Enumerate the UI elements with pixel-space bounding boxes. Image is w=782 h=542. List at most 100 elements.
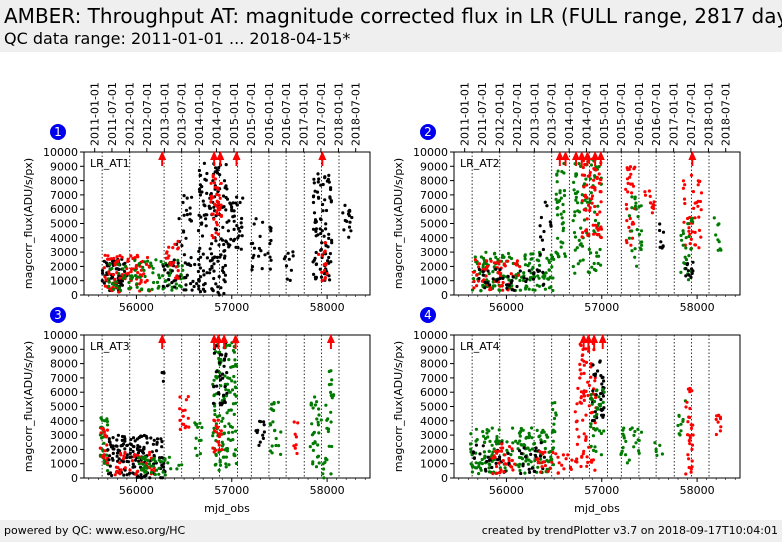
data-point	[200, 234, 205, 238]
panel-series-label: LR_AT2	[460, 157, 500, 170]
data-point	[507, 461, 511, 465]
y-tick-label: 8000	[420, 175, 448, 188]
data-point	[689, 275, 693, 279]
data-point	[232, 453, 236, 457]
data-point	[137, 282, 142, 286]
data-point	[197, 263, 201, 267]
data-point	[260, 267, 264, 271]
y-tick-label: 0	[441, 472, 448, 485]
data-point	[268, 225, 272, 229]
data-point	[480, 279, 484, 283]
data-point	[472, 270, 476, 274]
data-point	[129, 270, 133, 274]
data-point	[317, 431, 321, 435]
data-point	[219, 181, 223, 185]
data-point	[223, 273, 227, 277]
data-point	[474, 461, 478, 465]
data-point	[637, 451, 641, 455]
data-point	[636, 215, 640, 219]
data-point	[172, 261, 176, 265]
data-point	[323, 241, 328, 245]
data-point	[621, 428, 625, 432]
data-point	[224, 455, 228, 459]
data-point	[311, 442, 315, 446]
y-axis-label: magcorr_flux(ADU/s/px)	[22, 158, 35, 289]
data-point	[161, 470, 165, 474]
data-point	[582, 398, 586, 402]
data-point	[699, 208, 703, 212]
data-point	[234, 461, 238, 466]
data-point	[215, 210, 219, 214]
data-point	[507, 445, 512, 449]
data-point	[574, 198, 578, 202]
data-point	[526, 264, 530, 268]
data-point	[215, 255, 219, 259]
data-point	[219, 403, 223, 407]
data-point	[200, 425, 204, 430]
data-point	[193, 446, 198, 450]
overflow-arrow-head	[596, 151, 605, 160]
data-point	[531, 252, 535, 256]
data-point	[599, 235, 603, 240]
data-point	[540, 430, 544, 434]
data-point	[137, 435, 141, 440]
data-point	[121, 457, 125, 461]
data-point	[118, 451, 123, 455]
data-point	[627, 214, 632, 218]
data-point	[476, 279, 481, 283]
date-tick-label: 2013-07-01	[176, 82, 189, 146]
data-point	[686, 420, 690, 424]
data-point	[492, 454, 496, 458]
data-point	[582, 394, 587, 398]
data-point	[254, 217, 258, 221]
data-point	[562, 467, 566, 471]
data-point	[555, 206, 559, 211]
data-point	[154, 468, 159, 472]
data-point	[137, 462, 141, 466]
data-point	[212, 181, 217, 185]
data-point	[471, 450, 475, 454]
data-point	[139, 468, 143, 472]
data-point	[563, 254, 568, 258]
data-point	[108, 454, 112, 458]
data-point	[223, 448, 227, 452]
data-point	[691, 260, 695, 264]
data-point	[321, 182, 325, 187]
data-point	[231, 215, 235, 219]
data-point	[495, 442, 499, 446]
data-point	[518, 468, 522, 473]
data-point	[521, 278, 526, 283]
data-point	[111, 273, 116, 277]
data-point	[716, 420, 720, 424]
data-point	[318, 217, 323, 221]
data-point	[217, 435, 221, 439]
data-point	[199, 438, 203, 442]
data-point	[151, 271, 155, 275]
data-point	[142, 268, 146, 272]
data-point	[145, 255, 150, 260]
data-point	[500, 283, 504, 288]
data-point	[226, 388, 231, 392]
data-point	[128, 468, 132, 472]
y-tick-label: 6000	[50, 386, 78, 399]
data-point	[576, 262, 580, 266]
data-point	[269, 258, 273, 262]
data-point	[573, 410, 577, 414]
x-tick-label: 56000	[489, 301, 524, 314]
y-tick-label: 7000	[420, 372, 448, 385]
data-point	[217, 356, 221, 361]
data-point	[681, 179, 686, 183]
data-point	[699, 235, 703, 239]
data-point	[640, 240, 644, 244]
data-point	[199, 255, 203, 259]
data-point	[587, 232, 591, 236]
data-point	[329, 260, 333, 264]
data-point	[474, 427, 478, 431]
overflow-arrow-head	[326, 334, 335, 343]
data-point	[597, 181, 602, 185]
data-point	[215, 186, 220, 190]
data-point	[124, 456, 129, 460]
data-point	[175, 274, 179, 278]
data-point	[168, 260, 172, 265]
data-point	[196, 257, 201, 261]
